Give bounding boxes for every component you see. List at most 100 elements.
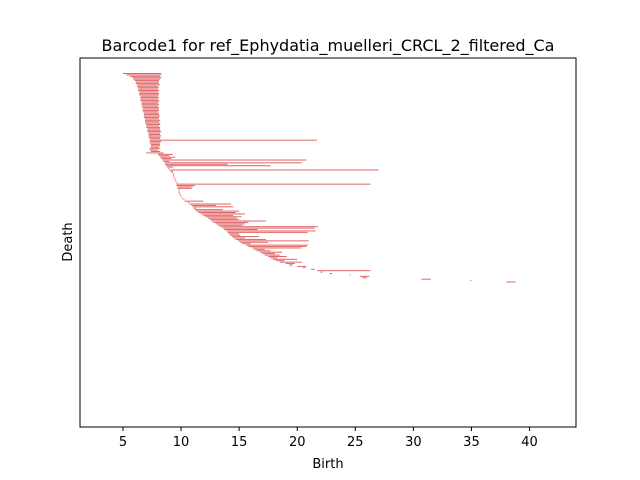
barcode-bar: [188, 202, 190, 204]
x-tick-label: 20: [289, 435, 306, 450]
barcode-bar: [262, 253, 276, 255]
barcode-bar: [162, 159, 307, 161]
barcode-bar: [184, 200, 204, 202]
barcode-bar: [215, 223, 245, 225]
x-tick-label: 15: [231, 435, 248, 450]
barcode-bar: [139, 94, 159, 96]
barcode-bar: [251, 247, 301, 249]
barcode-bar: [171, 172, 173, 174]
barcode-bar: [182, 197, 184, 199]
barcode-bar: [140, 95, 158, 97]
barcode-bar: [135, 82, 159, 84]
barcode-bar: [143, 112, 159, 114]
barcode-bar: [218, 224, 243, 226]
barcode-bar: [289, 264, 293, 266]
chart-title: Barcode1 for ref_Ephydatia_muelleri_CRCL…: [102, 36, 555, 56]
barcode-bar: [240, 241, 269, 243]
barcode-bar: [177, 186, 193, 188]
barcode-bar: [359, 275, 370, 277]
barcode-bar: [174, 177, 176, 179]
barcode-bar: [150, 145, 161, 147]
barcode-bar: [268, 255, 287, 257]
barcode-bar: [192, 206, 234, 208]
barcode-bar: [167, 166, 173, 168]
barcode-bar: [175, 180, 177, 182]
barcode-bar: [173, 176, 175, 178]
barcode-bar: [270, 257, 278, 259]
barcode-bar: [248, 246, 307, 248]
barcode-bar: [176, 183, 371, 185]
barcode-bar: [134, 80, 159, 82]
barcode-bar: [349, 274, 351, 276]
barcode-bar: [148, 135, 162, 137]
barcode-bar: [329, 273, 333, 274]
barcode-bar: [229, 234, 241, 236]
barcode-bar: [226, 230, 316, 232]
barcode-bar: [195, 209, 223, 211]
barcode-bar: [143, 114, 159, 116]
barcode-bar: [146, 126, 161, 128]
barcode-bar: [142, 109, 159, 111]
barcode-bar: [362, 277, 367, 279]
barcode-bar: [150, 143, 161, 145]
barcode-bar: [164, 162, 302, 164]
barcode-bar: [235, 238, 266, 240]
barcode-bar: [149, 138, 161, 140]
barcode-bar: [189, 203, 232, 205]
barcode-bar: [150, 146, 159, 148]
barcode-bar: [320, 271, 323, 273]
barcode-bar: [264, 254, 280, 256]
barcode-bars: [122, 73, 516, 283]
barcode-bar: [148, 136, 161, 138]
x-axis-ticks: 5 10 15 20 25 30 35 40: [119, 427, 538, 450]
barcode-bar: [222, 227, 315, 229]
barcode-bar: [146, 152, 164, 154]
barcode-bar: [203, 214, 234, 216]
barcode-bar: [141, 105, 158, 107]
barcode-bar: [233, 237, 245, 239]
barcode-bar: [148, 133, 161, 135]
barcode-bar: [193, 207, 197, 209]
x-tick-label: 30: [405, 435, 422, 450]
barcode-bar: [174, 179, 176, 181]
barcode-bar: [178, 192, 180, 194]
barcode-bar: [140, 99, 159, 101]
barcode-bar: [254, 248, 265, 250]
barcode-bar: [237, 240, 309, 242]
barcode-bar: [179, 193, 181, 195]
barcode-bar: [316, 270, 371, 272]
barcode-bar: [220, 226, 319, 228]
barcode-bar: [191, 204, 216, 206]
barcode-bar: [140, 97, 159, 99]
barcode-bar: [138, 88, 158, 90]
barcode-bar: [168, 168, 170, 170]
barcode-bar: [183, 199, 185, 201]
barcode-bar: [147, 128, 161, 130]
barcode-bar: [179, 194, 181, 196]
barcode-bar: [146, 124, 161, 126]
barcode-bar: [149, 141, 162, 143]
barcode-bar: [205, 216, 242, 218]
barcode-bar: [297, 265, 307, 267]
barcode-bar: [139, 91, 158, 93]
barcode-bar: [200, 213, 245, 215]
barcode-bar: [232, 236, 259, 238]
barcode-bar: [242, 243, 251, 245]
barcode-bar: [260, 251, 283, 253]
barcode-bar: [133, 78, 161, 80]
barcode-bar: [142, 111, 158, 113]
barcode-bar: [178, 190, 180, 192]
barcode-bar: [506, 281, 516, 283]
barcode-bar: [279, 261, 302, 263]
barcode-bar: [145, 122, 161, 124]
barcode-bar: [228, 233, 240, 235]
barcode-bar: [172, 173, 174, 175]
barcode-bar: [150, 151, 161, 153]
barcode-bar: [198, 212, 236, 213]
barcode-bar: [142, 107, 159, 109]
barcode-bar: [148, 132, 161, 134]
barcode-bar: [176, 182, 178, 184]
barcode-bar: [303, 267, 306, 269]
